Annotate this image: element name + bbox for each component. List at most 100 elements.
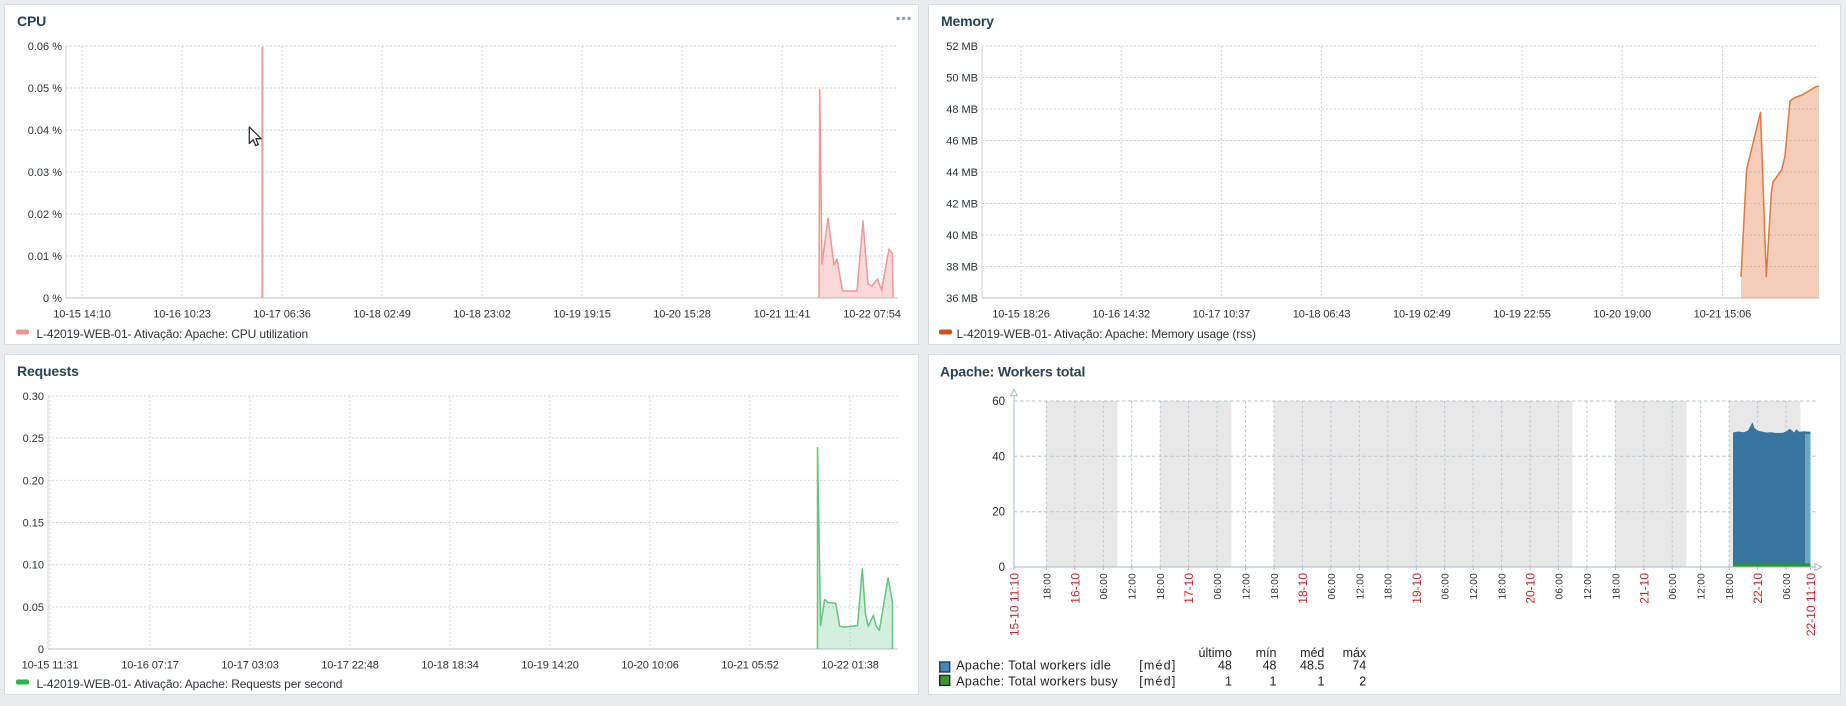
svg-text:10-18 18:34: 10-18 18:34 xyxy=(421,660,479,672)
svg-text:38 MB: 38 MB xyxy=(946,262,978,274)
svg-text:17-10: 17-10 xyxy=(1182,573,1196,604)
svg-text:06:00: 06:00 xyxy=(1782,573,1793,600)
svg-text:[méd]: [méd] xyxy=(1139,659,1176,673)
svg-text:0.04 %: 0.04 % xyxy=(28,125,62,137)
svg-text:48: 48 xyxy=(1218,659,1232,673)
svg-text:CPU: CPU xyxy=(17,13,46,29)
svg-text:48 MB: 48 MB xyxy=(946,104,978,116)
svg-text:12:00: 12:00 xyxy=(1355,573,1366,600)
svg-text:10-21 05:52: 10-21 05:52 xyxy=(721,660,779,672)
svg-text:12:00: 12:00 xyxy=(1583,573,1594,600)
svg-text:10-21 11:41: 10-21 11:41 xyxy=(754,309,811,321)
svg-text:10-16 14:32: 10-16 14:32 xyxy=(1092,309,1150,321)
svg-text:0.06 %: 0.06 % xyxy=(28,41,62,53)
svg-text:21-10: 21-10 xyxy=(1637,573,1651,604)
svg-text:0.05: 0.05 xyxy=(23,602,44,614)
svg-text:40: 40 xyxy=(992,451,1005,463)
svg-text:10-19 19:15: 10-19 19:15 xyxy=(553,309,611,321)
svg-text:Apache: Workers total: Apache: Workers total xyxy=(940,364,1085,380)
svg-text:0.05 %: 0.05 % xyxy=(28,83,62,95)
svg-text:40 MB: 40 MB xyxy=(946,230,978,242)
svg-text:méd: méd xyxy=(1300,646,1324,660)
svg-text:L-42019-WEB-01- Ativação: Apac: L-42019-WEB-01- Ativação: Apache: CPU ut… xyxy=(37,327,309,341)
svg-text:mín: mín xyxy=(1256,646,1277,660)
svg-text:06:00: 06:00 xyxy=(1668,573,1679,600)
svg-text:Apache: Total workers idle: Apache: Total workers idle xyxy=(956,659,1111,673)
svg-text:0.25: 0.25 xyxy=(23,433,44,445)
svg-text:06:00: 06:00 xyxy=(1213,573,1224,600)
svg-text:46 MB: 46 MB xyxy=(946,136,978,148)
svg-text:último: último xyxy=(1199,646,1232,660)
svg-text:18:00: 18:00 xyxy=(1156,573,1167,600)
svg-text:10-17 06:36: 10-17 06:36 xyxy=(253,309,311,321)
svg-text:12:00: 12:00 xyxy=(1128,573,1139,600)
svg-text:18:00: 18:00 xyxy=(1498,573,1509,600)
svg-text:48: 48 xyxy=(1263,659,1277,673)
svg-text:0.03 %: 0.03 % xyxy=(28,167,62,179)
svg-text:22-10 11:10: 22-10 11:10 xyxy=(1804,573,1818,636)
svg-text:0.02 %: 0.02 % xyxy=(28,209,62,221)
svg-text:10-16 10:23: 10-16 10:23 xyxy=(153,309,211,321)
svg-text:18-10: 18-10 xyxy=(1296,573,1310,604)
svg-text:44 MB: 44 MB xyxy=(946,167,978,179)
svg-text:10-20 10:06: 10-20 10:06 xyxy=(621,660,679,672)
svg-text:[méd]: [méd] xyxy=(1139,674,1176,688)
svg-text:10-22 01:38: 10-22 01:38 xyxy=(821,660,879,672)
svg-text:36 MB: 36 MB xyxy=(946,293,978,305)
svg-text:15-10 11:10: 15-10 11:10 xyxy=(1008,573,1022,636)
svg-text:19-10: 19-10 xyxy=(1410,573,1424,604)
svg-text:10-18 02:49: 10-18 02:49 xyxy=(353,309,411,321)
svg-text:10-21 15:06: 10-21 15:06 xyxy=(1694,309,1752,321)
svg-text:06:00: 06:00 xyxy=(1327,573,1338,600)
svg-text:Memory: Memory xyxy=(941,13,994,29)
svg-text:12:00: 12:00 xyxy=(1242,573,1253,600)
svg-text:10-16 07:17: 10-16 07:17 xyxy=(121,660,179,672)
svg-text:18:00: 18:00 xyxy=(1611,573,1622,600)
svg-text:10-19 14:20: 10-19 14:20 xyxy=(521,660,579,672)
svg-text:06:00: 06:00 xyxy=(1554,573,1565,600)
svg-text:10-17 03:03: 10-17 03:03 xyxy=(221,660,279,672)
svg-text:06:00: 06:00 xyxy=(1099,573,1110,600)
svg-text:18:00: 18:00 xyxy=(1725,573,1736,600)
svg-text:0 %: 0 % xyxy=(43,293,62,305)
svg-text:22-10: 22-10 xyxy=(1751,573,1765,604)
svg-text:20-10: 20-10 xyxy=(1524,573,1538,604)
svg-text:10-19 02:49: 10-19 02:49 xyxy=(1393,309,1451,321)
svg-text:74: 74 xyxy=(1352,659,1366,673)
svg-text:42 MB: 42 MB xyxy=(946,199,978,211)
svg-text:06:00: 06:00 xyxy=(1441,573,1452,600)
svg-text:0.15: 0.15 xyxy=(23,518,44,530)
svg-text:10-22 07:54: 10-22 07:54 xyxy=(843,309,901,321)
svg-text:0.20: 0.20 xyxy=(23,475,44,487)
svg-text:10-20 19:00: 10-20 19:00 xyxy=(1593,309,1651,321)
svg-text:10-15 18:26: 10-15 18:26 xyxy=(992,309,1050,321)
svg-text:10-17 22:48: 10-17 22:48 xyxy=(321,660,379,672)
svg-text:1: 1 xyxy=(1225,674,1232,688)
svg-text:L-42019-WEB-01- Ativação: Apac: L-42019-WEB-01- Ativação: Apache: Reques… xyxy=(37,677,343,691)
svg-text:0.10: 0.10 xyxy=(23,560,44,572)
svg-text:2: 2 xyxy=(1359,674,1366,688)
svg-text:10-18 23:02: 10-18 23:02 xyxy=(453,309,511,321)
svg-text:20: 20 xyxy=(992,507,1005,519)
svg-text:50 MB: 50 MB xyxy=(946,73,978,85)
svg-text:12:00: 12:00 xyxy=(1697,573,1708,600)
svg-text:0: 0 xyxy=(999,562,1005,574)
svg-text:12:00: 12:00 xyxy=(1469,573,1480,600)
svg-text:18:00: 18:00 xyxy=(1384,573,1395,600)
svg-text:10-15 14:10: 10-15 14:10 xyxy=(53,309,111,321)
svg-text:10-19 22:55: 10-19 22:55 xyxy=(1493,309,1551,321)
svg-text:0.01 %: 0.01 % xyxy=(28,251,62,263)
svg-text:18:00: 18:00 xyxy=(1042,573,1053,600)
svg-text:10-17 10:37: 10-17 10:37 xyxy=(1193,309,1251,321)
svg-text:10-15 11:31: 10-15 11:31 xyxy=(22,660,79,672)
svg-text:18:00: 18:00 xyxy=(1270,573,1281,600)
svg-text:16-10: 16-10 xyxy=(1068,573,1082,604)
svg-text:10-18 06:43: 10-18 06:43 xyxy=(1293,309,1351,321)
svg-text:0: 0 xyxy=(38,644,44,656)
svg-text:1: 1 xyxy=(1270,674,1277,688)
svg-text:60: 60 xyxy=(992,396,1005,408)
svg-text:1: 1 xyxy=(1317,674,1324,688)
svg-text:48.5: 48.5 xyxy=(1300,659,1324,673)
svg-text:52 MB: 52 MB xyxy=(946,41,978,53)
svg-text:Apache: Total workers busy: Apache: Total workers busy xyxy=(956,674,1118,688)
